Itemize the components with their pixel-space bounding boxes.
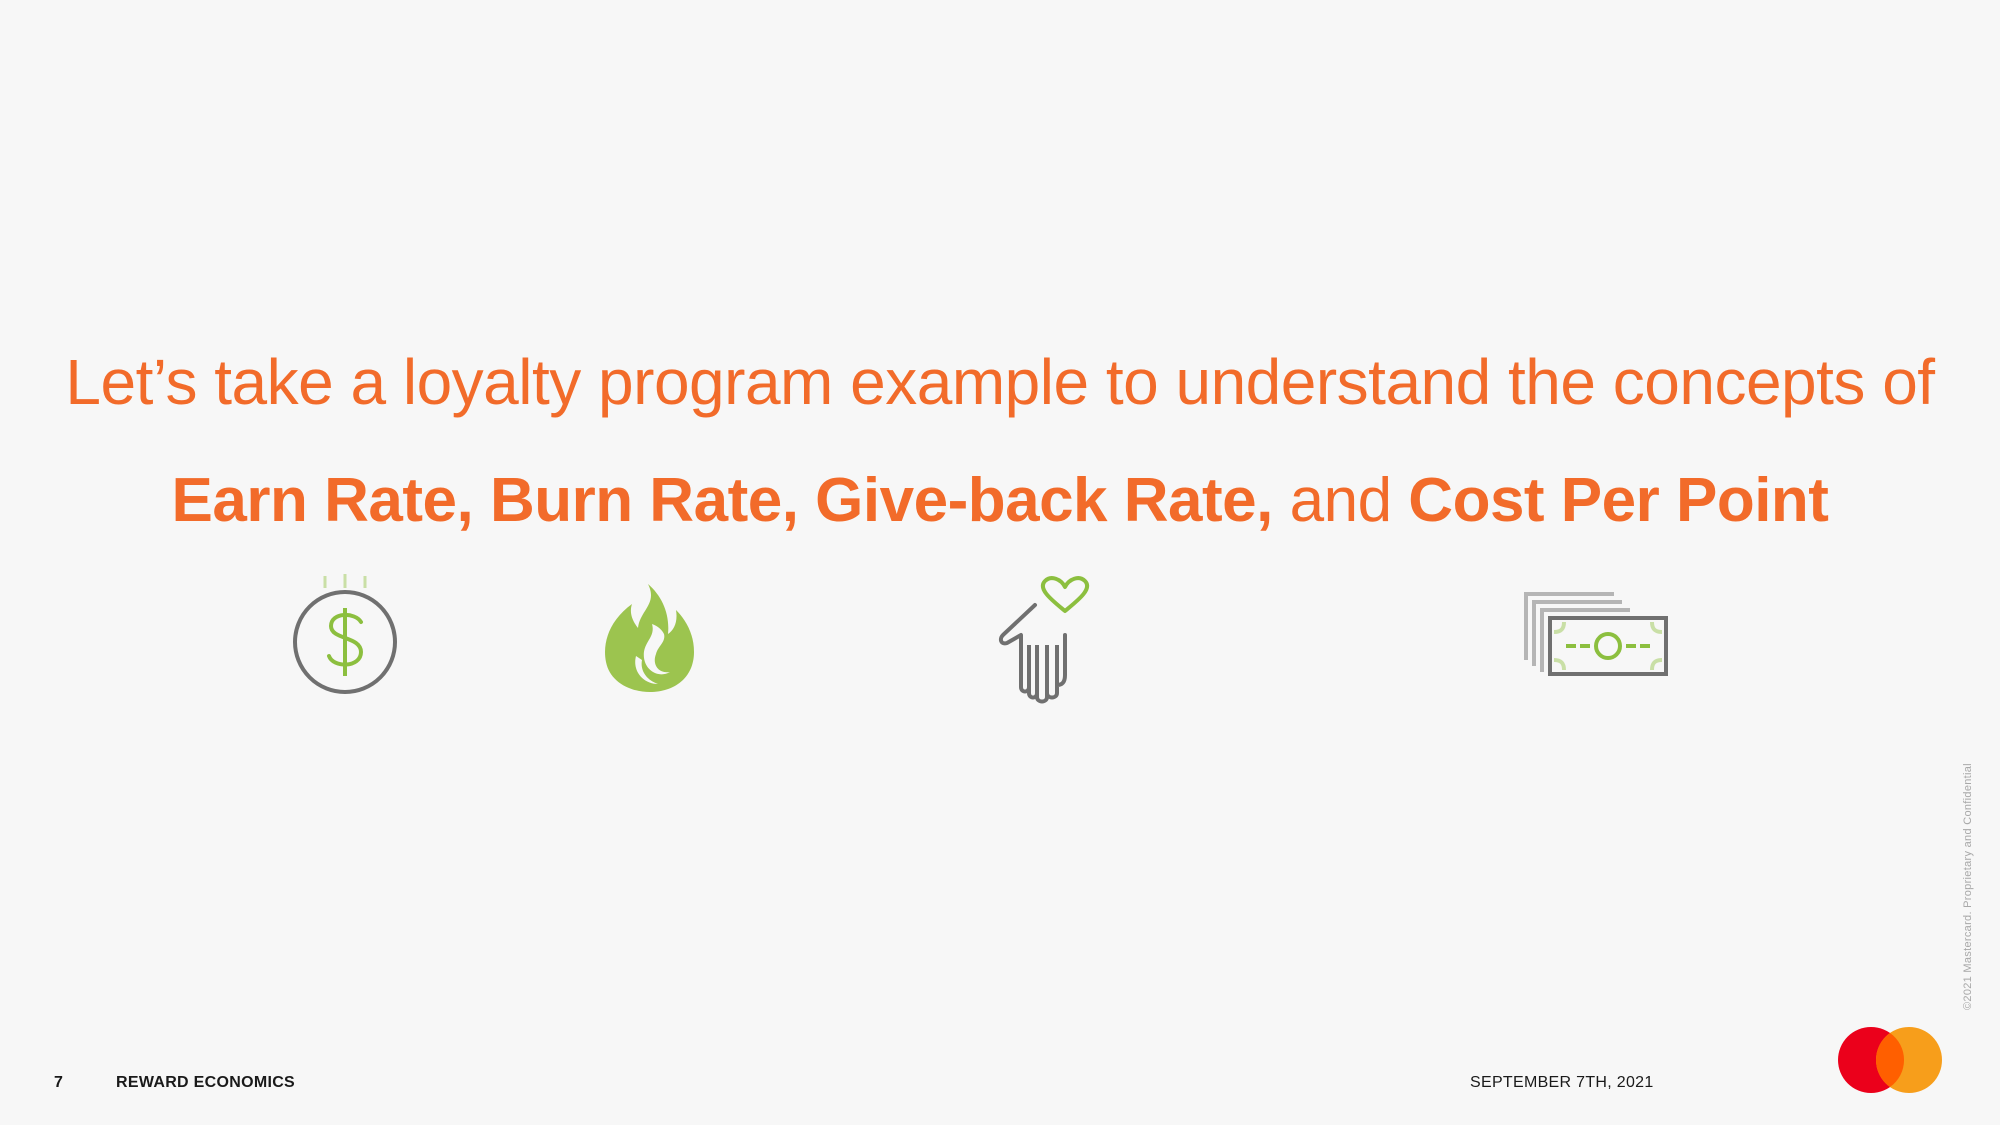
- term-giveback-rate: Give-back Rate,: [815, 466, 1273, 535]
- cash-stack-icon: [1520, 590, 1680, 690]
- concepts-line: Earn Rate, Burn Rate, Give-back Rate, an…: [0, 465, 2000, 536]
- term-earn-rate: Earn Rate,: [171, 466, 474, 535]
- page-number: 7: [54, 1074, 63, 1091]
- headline: Let’s take a loyalty program example to …: [65, 346, 1935, 418]
- term-cost-per-point: Cost Per Point: [1408, 466, 1829, 535]
- flame-icon: [600, 580, 700, 695]
- section-title: REWARD ECONOMICS: [116, 1074, 296, 1091]
- term-burn-rate: Burn Rate,: [489, 466, 799, 535]
- footer-date: SEPTEMBER 7TH, 2021: [1470, 1074, 1654, 1091]
- dollar-coin-icon: [285, 570, 405, 700]
- hand-heart-icon: [995, 575, 1110, 705]
- term-connector: and: [1289, 466, 1392, 535]
- mastercard-logo: [1835, 1025, 1945, 1100]
- copyright-notice: ©2021 Mastercard. Proprietary and Confid…: [1962, 763, 1974, 1010]
